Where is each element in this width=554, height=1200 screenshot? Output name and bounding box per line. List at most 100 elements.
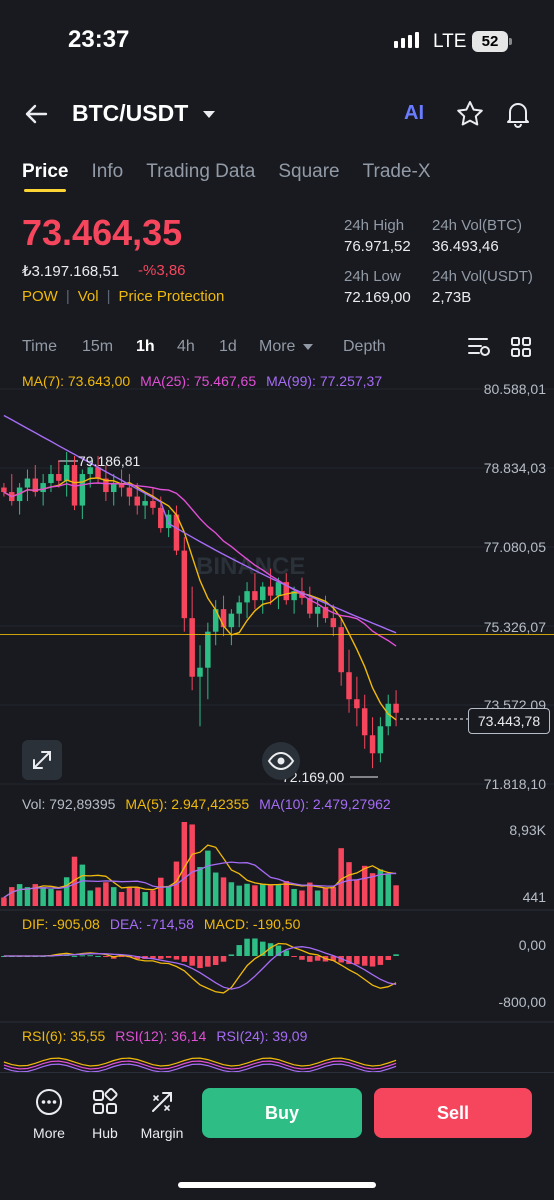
macd-bar [252, 938, 258, 956]
macd-bar [165, 956, 172, 958]
star-icon[interactable] [454, 98, 486, 130]
y-label-0: 80.588,01 [483, 381, 546, 397]
y-label-3: 75.326,07 [483, 619, 546, 635]
candle-body [354, 699, 360, 709]
volume-bar [361, 865, 368, 906]
macd-axis-bottom: -800,00 [498, 994, 546, 1010]
toggle-visibility-button[interactable] [262, 742, 300, 780]
back-arrow-icon[interactable] [20, 98, 52, 130]
tab-trading-data[interactable]: Trading Data [146, 161, 256, 182]
bell-icon[interactable] [502, 98, 534, 130]
macd-bar [189, 956, 195, 966]
vol-btc-value: 36.493,46 [432, 238, 499, 255]
macd-bar [354, 956, 360, 965]
dea-line [3, 946, 397, 990]
candle-body [244, 591, 250, 603]
volume-bar [307, 882, 313, 906]
candle-body [346, 672, 352, 700]
volume-bar [291, 888, 297, 906]
candle-body [212, 609, 219, 632]
volume-bar [87, 890, 93, 906]
volume-bar [267, 885, 274, 906]
candle-body [134, 496, 140, 506]
macd-bar [291, 956, 297, 957]
tab-info[interactable]: Info [91, 161, 124, 182]
tf-15m[interactable]: 15m [82, 338, 114, 355]
volume-bar [236, 885, 242, 906]
candle-body [197, 667, 203, 677]
macd-bar [205, 956, 211, 967]
tab-square[interactable]: Square [278, 161, 340, 182]
rsi24: RSI(24): 39,09 [216, 1028, 308, 1044]
pair-title[interactable]: BTC/USDT [72, 100, 189, 126]
candle-body [126, 487, 133, 497]
macd-bar [267, 943, 274, 956]
volume-bar [377, 869, 384, 906]
tag-vol[interactable]: Vol [77, 288, 99, 305]
candle-body [385, 703, 391, 727]
vol-ma10-line [3, 861, 397, 899]
battery-icon: 52 [472, 31, 508, 52]
macd-bar [299, 956, 305, 960]
tab-bar: Price Info Trading Data Square Trade-X [22, 161, 431, 192]
volume-bar [228, 882, 235, 906]
nav-hub[interactable]: Hub [84, 1087, 126, 1141]
nav-margin[interactable]: Margin [138, 1088, 186, 1141]
macd-bar [228, 954, 235, 956]
volume-bar [71, 856, 78, 906]
volume-bar [165, 885, 172, 906]
tf-1h[interactable]: 1h [136, 338, 155, 355]
volume-bar [63, 877, 70, 906]
candle-body [118, 483, 125, 488]
macd-bar [173, 956, 180, 960]
vol-legend: Vol: 792,89395 MA(5): 2.947,42355 MA(10)… [22, 796, 391, 812]
candle-body [181, 550, 188, 619]
tag-pow[interactable]: POW [22, 288, 58, 305]
layout-grid-icon[interactable] [510, 336, 532, 358]
volume-bar [48, 888, 54, 906]
nav-more-label: More [33, 1125, 65, 1141]
candle-body [283, 582, 290, 601]
volume-bar [244, 883, 250, 906]
tab-price[interactable]: Price [22, 161, 69, 192]
nav-more[interactable]: More [26, 1088, 72, 1141]
tf-time[interactable]: Time [22, 338, 57, 355]
macd-bar [377, 956, 384, 965]
macd-bar [307, 956, 313, 962]
current-price-tag: 73.443,78 [468, 708, 550, 734]
vol-value: Vol: 792,89395 [22, 796, 116, 812]
low-value: 72.169,00 [344, 289, 411, 306]
candle-body [1, 487, 7, 493]
macd-bar [369, 956, 376, 967]
tf-1d[interactable]: 1d [219, 338, 237, 355]
change-percent: -%3,86 [138, 262, 186, 279]
rsi12: RSI(12): 36,14 [115, 1028, 207, 1044]
tab-trade-x[interactable]: Trade-X [362, 161, 431, 182]
volume-bar [103, 882, 109, 906]
candle-body [330, 618, 337, 628]
rsi6-line [3, 1057, 397, 1067]
ma-legend: MA(7): 73.643,00 MA(25): 75.467,65 MA(99… [22, 373, 382, 389]
status-time: 23:37 [68, 26, 130, 53]
last-price: 73.464,35 [22, 212, 183, 253]
candle-body [393, 703, 399, 713]
volume-bar [126, 887, 133, 906]
volume-bar [252, 885, 258, 906]
fullscreen-button[interactable] [22, 740, 62, 780]
tf-depth[interactable]: Depth [343, 338, 386, 355]
buy-button[interactable]: Buy [202, 1088, 362, 1138]
volume-bar [283, 881, 290, 906]
sell-button[interactable]: Sell [374, 1088, 532, 1138]
tf-4h[interactable]: 4h [177, 338, 195, 355]
tag-price-protection[interactable]: Price Protection [118, 288, 225, 305]
chevron-down-icon[interactable] [202, 110, 216, 120]
volume-bar [393, 885, 399, 906]
vol-ma10: MA(10): 2.479,27962 [259, 796, 391, 812]
candle-body [150, 501, 156, 508]
tf-more[interactable]: More [259, 338, 296, 355]
candle-body [189, 618, 195, 677]
macd-bar [71, 955, 78, 957]
ai-icon[interactable]: AI [404, 102, 424, 124]
indicator-settings-icon[interactable] [467, 336, 491, 358]
